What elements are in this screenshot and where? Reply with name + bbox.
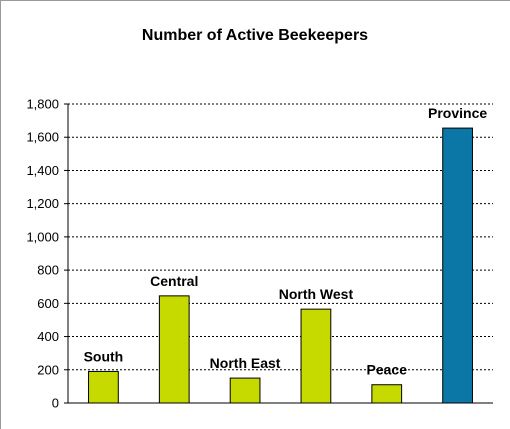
bar-north-east — [229, 377, 261, 404]
bars — [88, 127, 473, 404]
y-tick-label: 600 — [37, 296, 59, 311]
bar-central — [158, 295, 190, 404]
y-tick-label: 0 — [52, 396, 59, 411]
y-tick-label: 1,200 — [26, 196, 59, 211]
y-tick-label: 200 — [37, 362, 59, 377]
category-label-central: Central — [150, 273, 198, 289]
y-tick-label: 1,400 — [26, 163, 59, 178]
bar-labels: South Central North East North West Peace Pro… — [84, 105, 488, 378]
y-axis-ticks: 0 200 400 600 800 1,000 1,200 1,400 1,600 1,800 — [26, 97, 68, 411]
bar-peace — [371, 384, 403, 404]
y-tick-label: 1,800 — [26, 97, 59, 112]
category-label-north-east: North East — [210, 355, 281, 371]
category-label-north-west: North West — [279, 286, 354, 302]
bar-north-west — [300, 308, 332, 404]
gridlines — [68, 103, 493, 371]
category-label-province: Province — [428, 105, 487, 121]
y-tick-label: 400 — [37, 329, 59, 344]
chart-title: Number of Active Beekeepers — [141, 27, 369, 44]
bar-south — [88, 370, 119, 404]
y-tick-label: 1,000 — [26, 229, 59, 244]
category-label-peace: Peace — [367, 362, 408, 378]
category-label-south: South — [84, 348, 124, 364]
y-tick-label: 800 — [37, 263, 59, 278]
y-tick-label: 1,600 — [26, 130, 59, 145]
bar-province — [442, 127, 473, 404]
